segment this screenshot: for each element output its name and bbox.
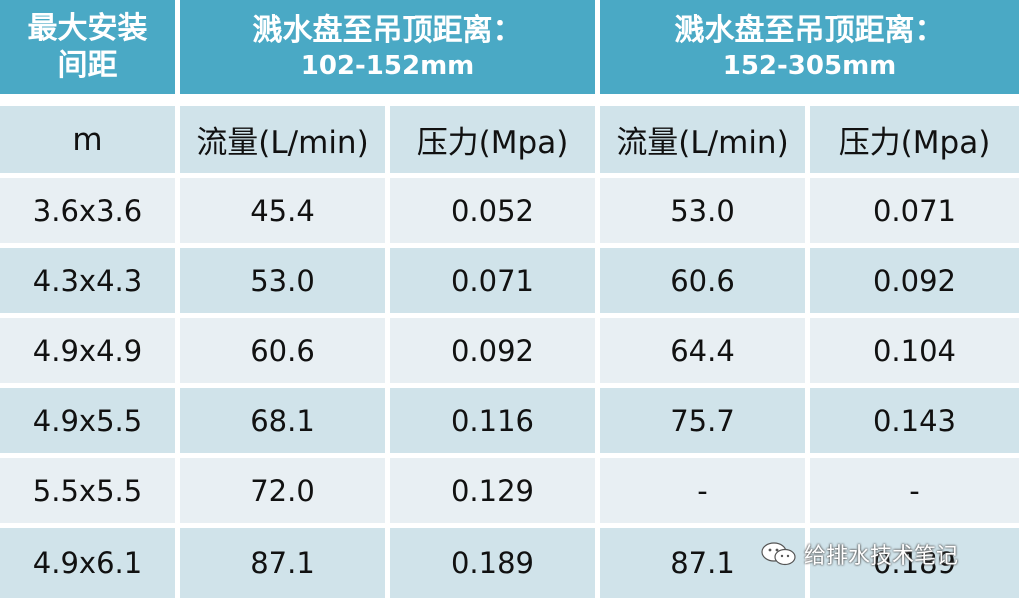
cell-pressure: 0.071 (810, 178, 1019, 248)
cell-spacing: 4.9x5.5 (0, 388, 180, 458)
cell-flow: 87.1 (600, 528, 810, 598)
watermark: 给排水技术笔记 (760, 538, 958, 570)
cell-flow: 53.0 (600, 178, 810, 248)
cell-spacing: 4.9x4.9 (0, 318, 180, 388)
cell-spacing: 4.3x4.3 (0, 248, 180, 318)
cell-flow: 87.1 (180, 528, 390, 598)
cell-flow: 60.6 (600, 248, 810, 318)
header-range-102-152: 溅水盘至吊顶距离： 102-152mm (180, 0, 600, 106)
cell-pressure: - (810, 458, 1019, 528)
cell-pressure: 0.143 (810, 388, 1019, 458)
cell-flow: 45.4 (180, 178, 390, 248)
header-range-title: 溅水盘至吊顶距离： (252, 13, 523, 48)
subheader-pressure: 压力(Mpa) (390, 106, 600, 178)
cell-flow: 60.6 (180, 318, 390, 388)
cell-flow: 68.1 (180, 388, 390, 458)
watermark-text: 给排水技术笔记 (804, 544, 959, 569)
cell-spacing: 3.6x3.6 (0, 178, 180, 248)
cell-pressure: 0.189 (810, 528, 1019, 598)
cell-flow: 72.0 (180, 458, 390, 528)
cell-flow: 53.0 (180, 248, 390, 318)
cell-flow: 75.7 (600, 388, 810, 458)
header-range-value: 152-305mm (722, 50, 897, 81)
cell-spacing: 5.5x5.5 (0, 458, 180, 528)
header-range-value: 102-152mm (300, 50, 475, 81)
header-range-title: 溅水盘至吊顶距离： (674, 13, 945, 48)
header-range-152-305: 溅水盘至吊顶距离： 152-305mm (600, 0, 1019, 106)
cell-flow: - (600, 458, 810, 528)
cell-pressure: 0.129 (390, 458, 600, 528)
cell-flow: 64.4 (600, 318, 810, 388)
cell-pressure: 0.092 (390, 318, 600, 388)
cell-spacing: 4.9x6.1 (0, 528, 180, 598)
cell-pressure: 0.104 (810, 318, 1019, 388)
subheader-flow: 流量(L/min) (180, 106, 390, 178)
cell-pressure: 0.052 (390, 178, 600, 248)
cell-pressure: 0.092 (810, 248, 1019, 318)
subheader-unit: m (0, 106, 180, 178)
header-max-spacing-label: 最大安装间距 (27, 10, 148, 84)
cell-pressure: 0.116 (390, 388, 600, 458)
wechat-icon (761, 542, 796, 566)
subheader-pressure: 压力(Mpa) (810, 106, 1019, 178)
header-max-spacing: 最大安装间距 (0, 0, 180, 106)
subheader-flow: 流量(L/min) (600, 106, 810, 178)
cell-pressure: 0.189 (390, 528, 600, 598)
cell-pressure: 0.071 (390, 248, 600, 318)
